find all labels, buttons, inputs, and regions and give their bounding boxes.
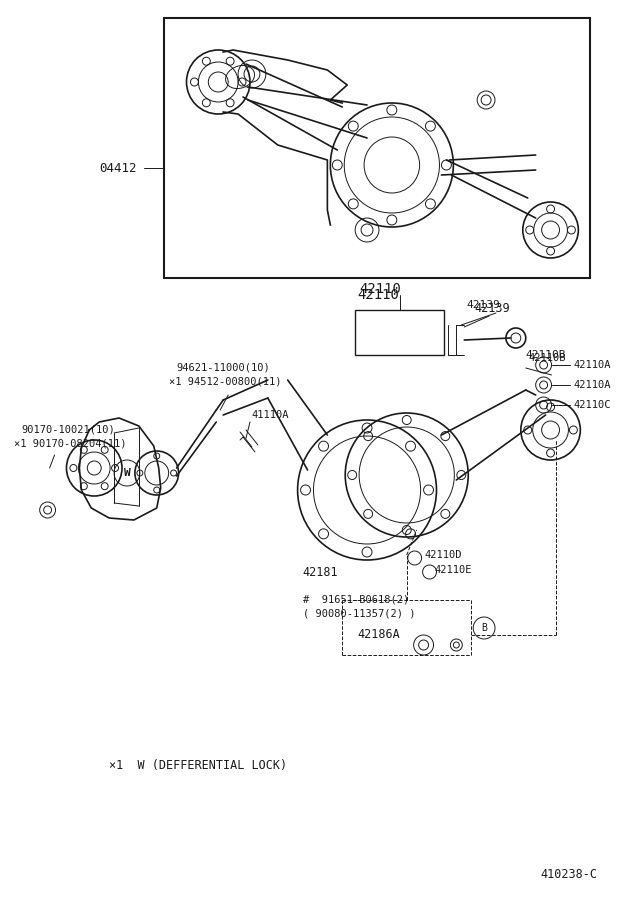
Text: 04412: 04412 [99, 161, 136, 175]
Text: 90170-10021(10): 90170-10021(10) [22, 425, 115, 435]
Text: ( 90080-11357(2) ): ( 90080-11357(2) ) [303, 609, 415, 619]
Text: 42110D: 42110D [425, 550, 462, 560]
Text: 42186A: 42186A [357, 628, 400, 642]
Text: 41110A: 41110A [251, 410, 288, 420]
Text: #  91651-B0618(2): # 91651-B0618(2) [303, 595, 409, 605]
Text: 42181: 42181 [303, 565, 338, 579]
Text: 42110B: 42110B [529, 353, 566, 363]
Text: 42110: 42110 [357, 288, 399, 302]
Text: 410238-C: 410238-C [541, 868, 598, 881]
Text: 42110B: 42110B [526, 350, 566, 360]
Text: W: W [123, 468, 130, 478]
Text: 42110C: 42110C [574, 400, 611, 410]
Text: 42110E: 42110E [435, 565, 472, 575]
Text: B: B [481, 623, 487, 633]
Text: 42139: 42139 [466, 300, 500, 310]
Text: 42110: 42110 [359, 282, 401, 296]
Text: 42139: 42139 [474, 302, 510, 314]
Bar [355, 310, 445, 355]
Text: ×1 90170-08204(11): ×1 90170-08204(11) [14, 438, 126, 448]
Text: 94621-11000(10): 94621-11000(10) [177, 363, 270, 373]
Text: ×1 94512-00800(11): ×1 94512-00800(11) [169, 376, 281, 386]
Text: ×1  W (DEFFERENTIAL LOCK): ×1 W (DEFFERENTIAL LOCK) [109, 759, 287, 771]
Bar [164, 18, 590, 278]
Text: 42110A: 42110A [574, 380, 611, 390]
Text: 42110A: 42110A [574, 360, 611, 370]
